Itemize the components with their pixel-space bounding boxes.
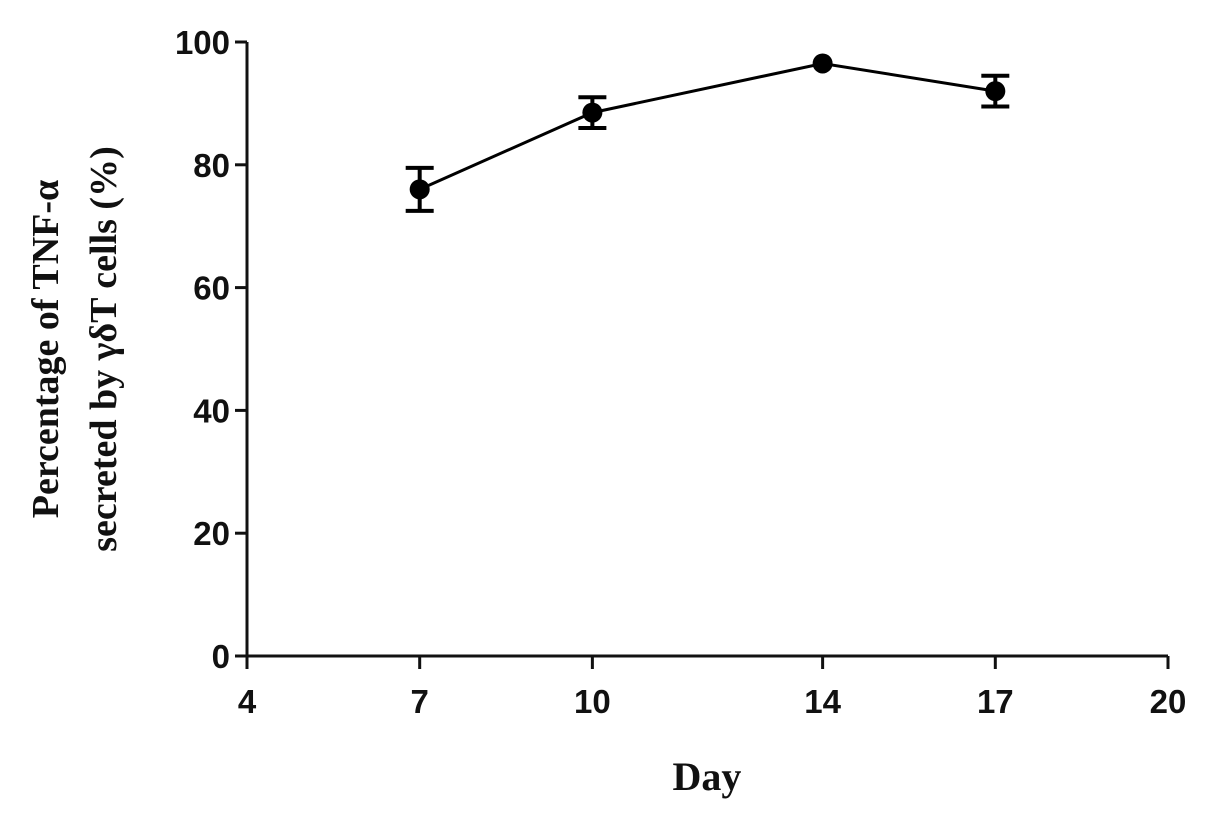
plot-area: 0 20 40 60 80 100 4 7 10 14 17 20	[175, 24, 1186, 720]
y-axis-title: Percentage of TNF-α secreted by γδT cell…	[25, 146, 125, 551]
x-tick-label: 4	[238, 683, 257, 720]
y-tick-label: 0	[212, 638, 230, 675]
y-tick-label: 40	[193, 392, 230, 429]
x-tick-label: 7	[411, 683, 429, 720]
data-point	[582, 102, 603, 123]
y-tick-label: 60	[193, 270, 230, 307]
data-point	[812, 53, 833, 74]
data-point	[985, 81, 1006, 102]
y-axis-title-line-1: Percentage of TNF-α	[25, 180, 67, 518]
x-tick-label: 10	[574, 683, 611, 720]
data-point	[409, 179, 430, 200]
x-axis-title: Day	[673, 754, 742, 799]
y-tick-label: 20	[193, 515, 230, 552]
y-axis-title-line-2: secreted by γδT cells (%)	[83, 146, 125, 551]
x-tick-label: 14	[804, 683, 841, 720]
y-tick-label: 80	[193, 147, 230, 184]
y-axis-ticks: 0 20 40 60 80 100	[175, 24, 247, 675]
x-tick-label: 20	[1150, 683, 1187, 720]
x-tick-label: 17	[977, 683, 1014, 720]
y-tick-label: 100	[175, 24, 230, 61]
series-line	[419, 61, 996, 191]
x-axis-ticks: 4 7 10 14 17 20	[238, 656, 1187, 720]
series-group	[405, 53, 1010, 213]
